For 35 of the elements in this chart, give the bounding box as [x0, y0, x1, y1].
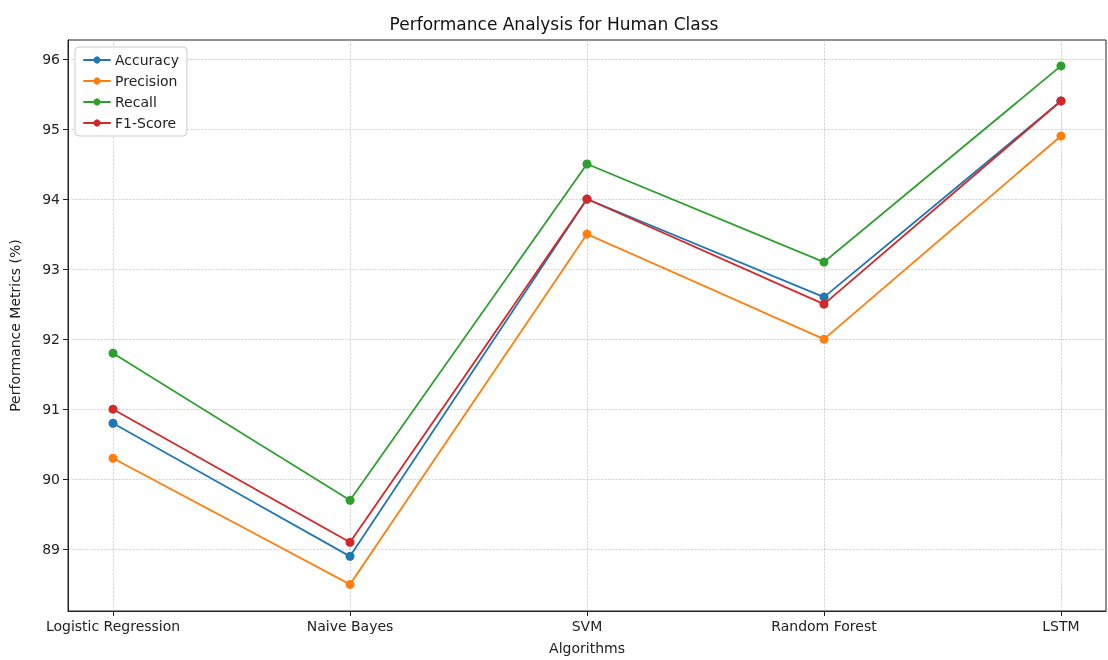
x-axis-title: Algorithms — [549, 640, 625, 656]
x-tick-label: SVM — [571, 618, 603, 634]
y-tick-label: 91 — [42, 401, 60, 418]
y-axis-title: Performance Metrics (%) — [7, 239, 23, 412]
point — [1056, 61, 1066, 71]
point — [582, 159, 592, 169]
y-tick-label: 94 — [42, 191, 61, 208]
x-tick-label: Logistic Regression — [45, 618, 181, 634]
legend-label: Accuracy — [115, 52, 179, 68]
point — [345, 551, 355, 561]
legend-label: F1-Score — [115, 115, 177, 131]
x-tick-label: LSTM — [1042, 618, 1080, 634]
x-tick-label: Random Forest — [771, 618, 878, 634]
point — [1056, 131, 1066, 141]
point — [108, 418, 118, 428]
point — [108, 348, 118, 358]
point — [582, 229, 592, 239]
chart-title: Performance Analysis for Human Class — [389, 13, 719, 34]
point — [819, 257, 829, 267]
y-tick-label: 96 — [42, 50, 61, 67]
y-tick-label: 90 — [42, 471, 60, 488]
y-tick-label: 89 — [42, 541, 60, 558]
y-tick-label: 95 — [42, 120, 60, 137]
point — [108, 404, 118, 414]
point — [108, 453, 118, 463]
y-tick-label: 92 — [42, 331, 60, 348]
legend-label: Recall — [115, 94, 157, 110]
point — [345, 537, 355, 547]
point — [345, 579, 355, 589]
y-tick-label: 93 — [42, 261, 60, 278]
legend-label: Precision — [115, 73, 178, 89]
point — [819, 299, 829, 309]
x-tick-label: Naive Bayes — [306, 618, 394, 634]
point — [819, 334, 829, 344]
point — [345, 495, 355, 505]
